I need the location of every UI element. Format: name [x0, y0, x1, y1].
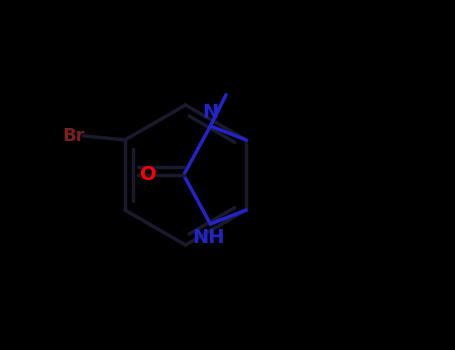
Text: Br: Br [62, 127, 85, 145]
Text: O: O [140, 165, 156, 184]
Text: NH: NH [192, 228, 225, 247]
Text: N: N [202, 103, 218, 122]
